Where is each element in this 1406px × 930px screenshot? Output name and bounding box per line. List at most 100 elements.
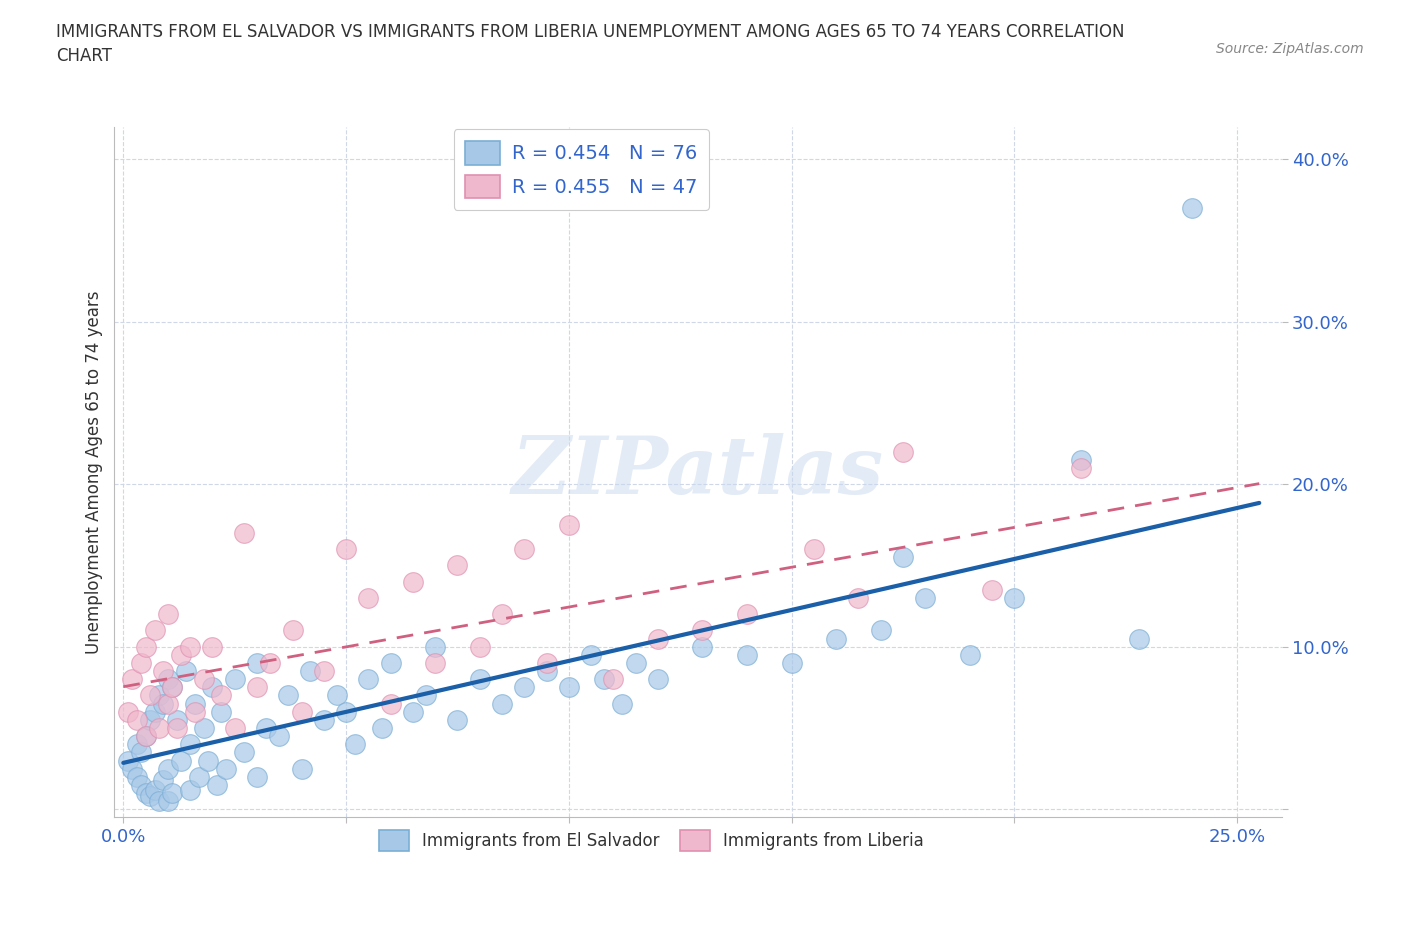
Point — [357, 591, 380, 605]
Point — [415, 688, 437, 703]
Point — [246, 769, 269, 784]
Point — [117, 753, 139, 768]
Point — [179, 639, 201, 654]
Point — [1002, 591, 1025, 605]
Point — [156, 697, 179, 711]
Point — [166, 721, 188, 736]
Point — [117, 704, 139, 719]
Point — [224, 671, 246, 686]
Point — [162, 680, 184, 695]
Point — [193, 721, 215, 736]
Point — [139, 712, 162, 727]
Point — [232, 745, 254, 760]
Point — [692, 623, 714, 638]
Point — [602, 671, 624, 686]
Point — [959, 647, 981, 662]
Point — [125, 769, 148, 784]
Point — [156, 761, 179, 776]
Point — [735, 647, 758, 662]
Point — [612, 697, 634, 711]
Point — [156, 671, 179, 686]
Point — [162, 786, 184, 801]
Point — [201, 639, 224, 654]
Point — [335, 542, 357, 557]
Point — [423, 639, 446, 654]
Point — [183, 697, 205, 711]
Point — [290, 761, 312, 776]
Point — [869, 623, 891, 638]
Point — [1181, 201, 1204, 216]
Point — [735, 606, 758, 621]
Legend: Immigrants from El Salvador, Immigrants from Liberia: Immigrants from El Salvador, Immigrants … — [373, 824, 931, 857]
Point — [179, 737, 201, 751]
Point — [370, 721, 392, 736]
Point — [152, 664, 174, 679]
Point — [179, 782, 201, 797]
Point — [135, 639, 157, 654]
Point — [254, 721, 277, 736]
Point — [152, 697, 174, 711]
Point — [402, 704, 425, 719]
Point — [1128, 631, 1150, 646]
Point — [125, 737, 148, 751]
Point — [579, 647, 602, 662]
Point — [166, 712, 188, 727]
Point — [162, 680, 184, 695]
Point — [446, 558, 468, 573]
Point — [205, 777, 228, 792]
Point — [277, 688, 299, 703]
Point — [170, 753, 193, 768]
Point — [148, 721, 170, 736]
Point — [357, 671, 380, 686]
Point — [209, 704, 232, 719]
Point — [891, 445, 914, 459]
Point — [423, 656, 446, 671]
Point — [326, 688, 349, 703]
Point — [121, 761, 143, 776]
Point — [402, 575, 425, 590]
Point — [468, 639, 491, 654]
Point — [148, 793, 170, 808]
Point — [825, 631, 848, 646]
Point — [156, 793, 179, 808]
Point — [491, 606, 513, 621]
Text: IMMIGRANTS FROM EL SALVADOR VS IMMIGRANTS FROM LIBERIA UNEMPLOYMENT AMONG AGES 6: IMMIGRANTS FROM EL SALVADOR VS IMMIGRANT… — [56, 23, 1125, 65]
Point — [914, 591, 936, 605]
Point — [536, 656, 558, 671]
Point — [624, 656, 647, 671]
Point — [148, 688, 170, 703]
Point — [343, 737, 366, 751]
Point — [121, 671, 143, 686]
Point — [135, 729, 157, 744]
Point — [209, 688, 232, 703]
Point — [290, 704, 312, 719]
Point — [193, 671, 215, 686]
Point — [215, 761, 238, 776]
Point — [1070, 452, 1092, 467]
Point — [593, 671, 616, 686]
Point — [891, 550, 914, 565]
Point — [981, 582, 1004, 597]
Point — [380, 697, 402, 711]
Point — [1070, 460, 1092, 475]
Text: ZIPatlas: ZIPatlas — [512, 433, 884, 511]
Point — [335, 704, 357, 719]
Point — [647, 631, 669, 646]
Point — [143, 623, 166, 638]
Point — [143, 782, 166, 797]
Point — [281, 623, 304, 638]
Point — [312, 712, 335, 727]
Point — [803, 542, 825, 557]
Point — [143, 704, 166, 719]
Point — [224, 721, 246, 736]
Point — [536, 664, 558, 679]
Point — [197, 753, 219, 768]
Point — [135, 729, 157, 744]
Point — [246, 656, 269, 671]
Point — [188, 769, 211, 784]
Point — [156, 606, 179, 621]
Point — [558, 680, 581, 695]
Point — [259, 656, 281, 671]
Point — [139, 789, 162, 804]
Point — [780, 656, 803, 671]
